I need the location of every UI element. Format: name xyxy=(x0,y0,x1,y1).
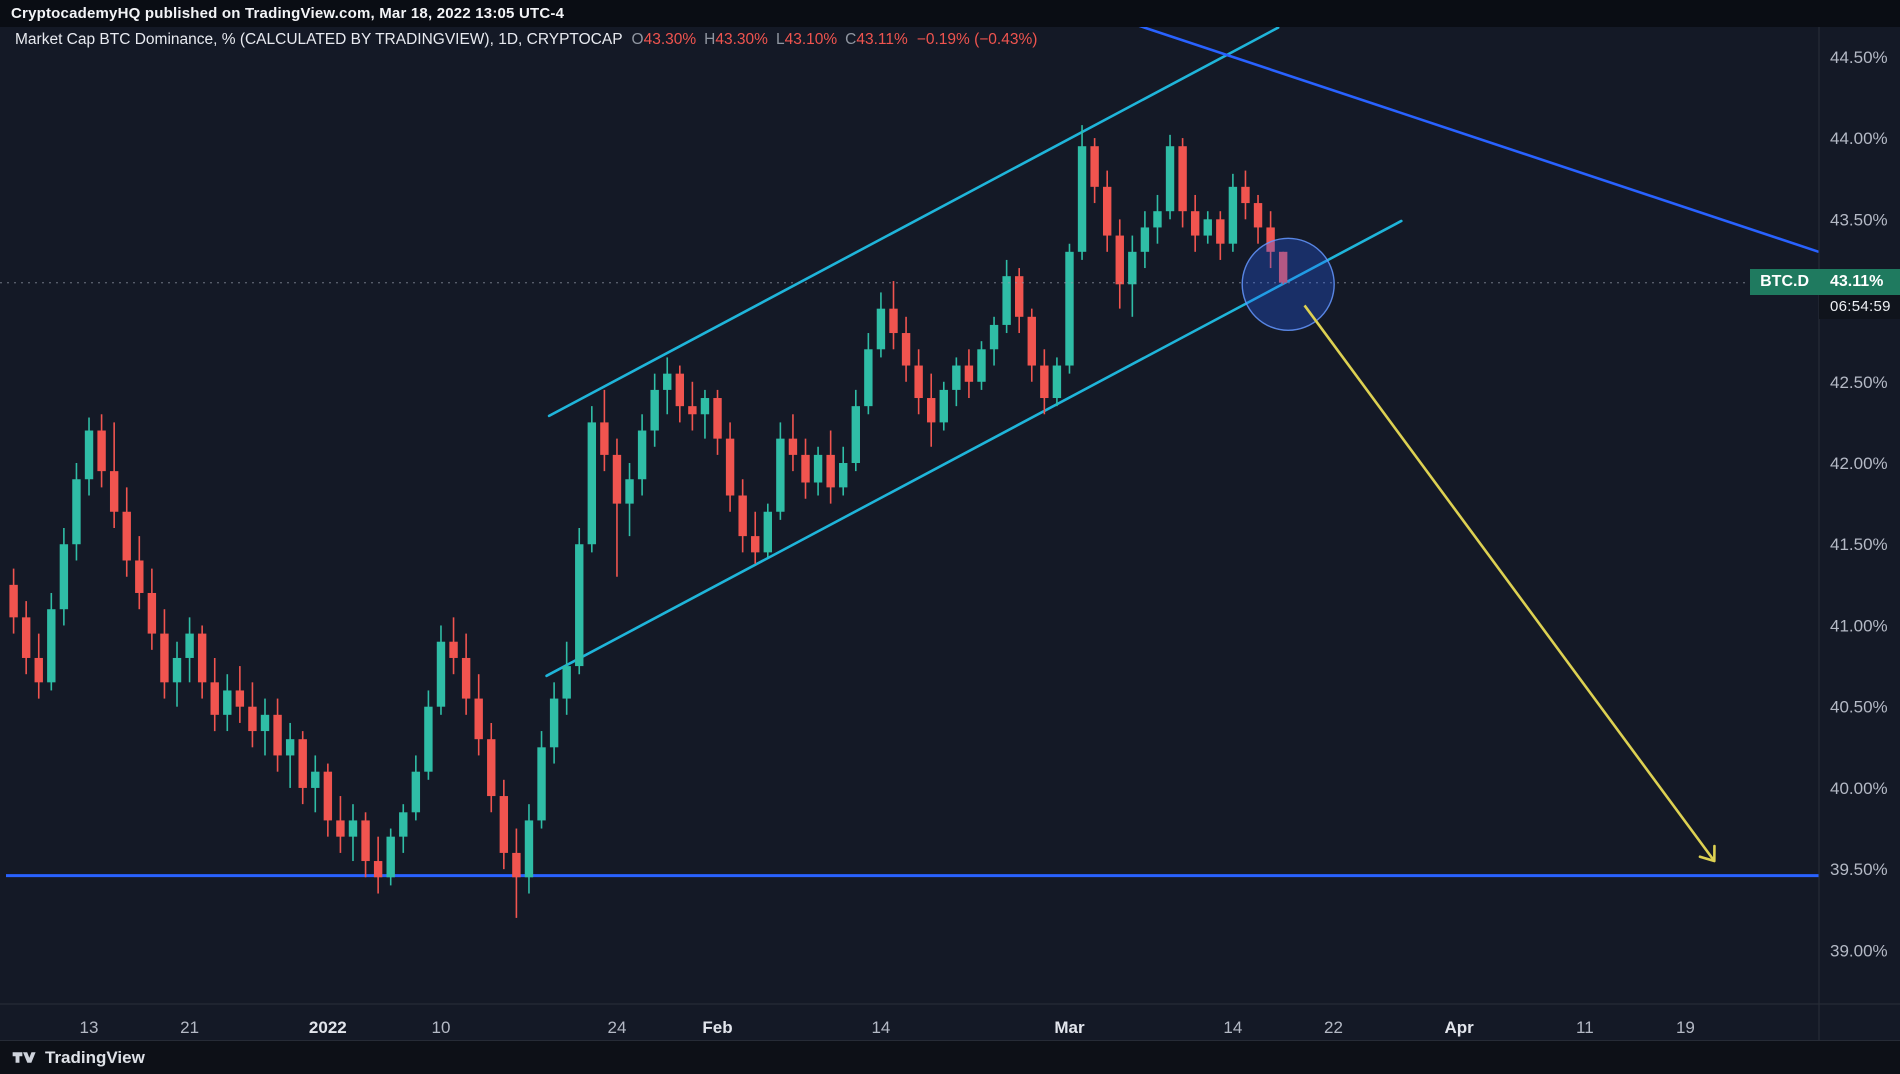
last-price-value: 43.11% xyxy=(1819,269,1900,295)
ohlc-values: O43.30% H43.30% L43.10% C43.11% xyxy=(632,31,908,49)
svg-text:Mar: Mar xyxy=(1054,1018,1085,1037)
svg-text:22: 22 xyxy=(1324,1018,1343,1037)
svg-text:Feb: Feb xyxy=(702,1018,732,1037)
svg-text:44.00%: 44.00% xyxy=(1830,129,1888,148)
time-axis-labels: 13 21 2022 10 24 Feb 14 Mar 14 22 Apr 11 19 xyxy=(80,1018,1695,1037)
svg-text:39.50%: 39.50% xyxy=(1830,860,1888,879)
last-price-row: BTC.D 43.11% xyxy=(1750,269,1900,295)
change-value: −0.19% (−0.43%) xyxy=(916,31,1038,48)
svg-text:19: 19 xyxy=(1676,1018,1695,1037)
symbol-title: Market Cap BTC Dominance, % (CALCULATED … xyxy=(15,31,623,48)
svg-text:43.50%: 43.50% xyxy=(1830,210,1888,229)
highlight-circle xyxy=(1241,237,1335,332)
last-price-label: BTC.D 43.11% 06:54:59 xyxy=(1750,269,1900,319)
svg-text:42.00%: 42.00% xyxy=(1830,454,1888,473)
attribution-bar: CryptocademyHQ published on TradingView.… xyxy=(0,0,1900,27)
open-value: O43.30% xyxy=(631,31,697,48)
price-axis-labels: 44.50%44.00%43.50%43.00%42.50%42.00%41.5… xyxy=(1830,48,1888,961)
brand-name[interactable]: TradingView xyxy=(45,1047,145,1067)
svg-text:44.50%: 44.50% xyxy=(1830,48,1888,67)
close-value: C43.11% xyxy=(845,31,908,48)
descending-trendline xyxy=(1134,23,1820,254)
footer-bar: TradingView xyxy=(0,1040,1900,1074)
svg-text:39.00%: 39.00% xyxy=(1830,941,1888,960)
svg-text:24: 24 xyxy=(607,1018,626,1037)
svg-text:40.00%: 40.00% xyxy=(1830,779,1888,798)
attribution-text: CryptocademyHQ published on TradingView.… xyxy=(11,5,565,22)
svg-text:10: 10 xyxy=(432,1018,451,1037)
svg-text:2022: 2022 xyxy=(309,1018,347,1037)
svg-text:41.50%: 41.50% xyxy=(1830,535,1888,554)
projection-arrow xyxy=(1303,304,1716,863)
channel-lower-line xyxy=(545,219,1403,678)
tradingview-logo-icon[interactable] xyxy=(12,1047,36,1068)
high-value: H43.30% xyxy=(704,31,768,48)
svg-text:14: 14 xyxy=(871,1018,890,1037)
chart-legend: Market Cap BTC Dominance, % (CALCULATED … xyxy=(15,31,1037,49)
svg-text:11: 11 xyxy=(1576,1018,1594,1037)
svg-text:40.50%: 40.50% xyxy=(1830,698,1888,717)
channel-upper-line xyxy=(547,26,1280,418)
svg-text:42.50%: 42.50% xyxy=(1830,373,1888,392)
candles-layer xyxy=(9,125,1288,918)
ascending-channel xyxy=(545,26,1403,678)
svg-text:21: 21 xyxy=(180,1018,199,1037)
bar-countdown: 06:54:59 xyxy=(1819,295,1900,319)
svg-text:13: 13 xyxy=(80,1018,99,1037)
svg-text:Apr: Apr xyxy=(1445,1018,1475,1037)
svg-text:41.00%: 41.00% xyxy=(1830,616,1888,635)
svg-text:14: 14 xyxy=(1223,1018,1242,1037)
low-value: L43.10% xyxy=(775,31,838,48)
symbol-badge: BTC.D xyxy=(1750,269,1819,295)
